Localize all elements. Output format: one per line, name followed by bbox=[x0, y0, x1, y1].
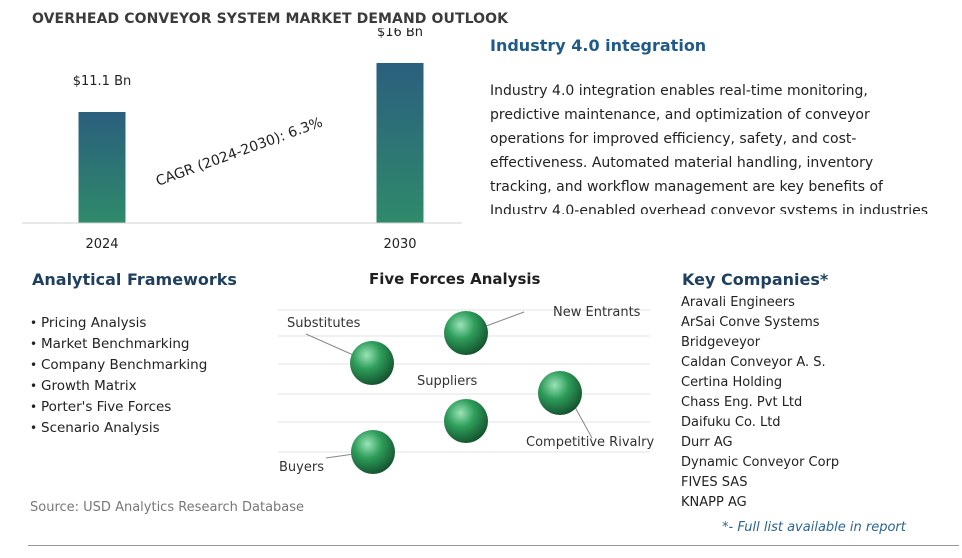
bottom-divider bbox=[28, 545, 959, 546]
list-item: Chass Eng. Pvt Ltd bbox=[681, 395, 803, 410]
competitive-rivalry-label: Competitive Rivalry bbox=[526, 435, 654, 450]
x-tick-label: 2024 bbox=[85, 237, 118, 252]
list-item: Dynamic Conveyor Corp bbox=[681, 455, 840, 470]
list-item: Certina Holding bbox=[681, 375, 783, 390]
suppliers-sphere-icon bbox=[444, 399, 488, 443]
list-item: Company Benchmarking bbox=[30, 355, 207, 376]
source-note: Source: USD Analytics Research Database bbox=[30, 500, 305, 515]
list-item: Aravali Engineers bbox=[681, 295, 795, 310]
list-item: ArSai Conve Systems bbox=[681, 315, 820, 330]
market-bar-chart: $11.1 Bn 2024 $16 Bn 2030 CAGR (2024-2030):… bbox=[22, 28, 462, 252]
buyers-label: Buyers bbox=[279, 460, 324, 475]
list-item: Scenario Analysis bbox=[30, 418, 207, 439]
full-list-note: *- Full list available in report bbox=[722, 520, 906, 535]
list-item: KNAPP AG bbox=[681, 495, 747, 510]
cagr-annotation: CAGR (2024-2030): 6.3% bbox=[154, 114, 325, 189]
list-item: Bridgeveyor bbox=[681, 335, 761, 350]
bar-2030 bbox=[376, 63, 424, 223]
bar-2024 bbox=[78, 112, 126, 223]
bar-value-label: $16 Bn bbox=[377, 28, 423, 40]
bar-value-label: $11.1 Bn bbox=[73, 74, 132, 89]
feature-description: Industry 4.0 integration enables real-ti… bbox=[490, 83, 929, 214]
list-item: FIVES SAS bbox=[681, 475, 748, 490]
x-tick-label: 2030 bbox=[383, 237, 416, 252]
feature-heading: Industry 4.0 integration bbox=[490, 36, 707, 55]
substitutes-label: Substitutes bbox=[287, 316, 361, 331]
five-forces-heading: Five Forces Analysis bbox=[369, 270, 541, 288]
list-item: Growth Matrix bbox=[30, 376, 207, 397]
list-item: Pricing Analysis bbox=[30, 313, 207, 334]
competitive-rivalry-sphere-icon bbox=[538, 371, 582, 415]
substitutes-sphere-icon bbox=[350, 341, 394, 385]
new-entrants-sphere-icon bbox=[444, 311, 488, 355]
list-item: Caldan Conveyor A. S. bbox=[681, 355, 826, 370]
list-item: Market Benchmarking bbox=[30, 334, 207, 355]
list-item: Porter's Five Forces bbox=[30, 397, 207, 418]
suppliers-label: Suppliers bbox=[417, 374, 478, 389]
five-forces-diagram: Substitutes New Entrants Suppliers Compe… bbox=[278, 305, 654, 475]
buyers-sphere-icon bbox=[351, 430, 395, 474]
companies-list: Aravali Engineers ArSai Conve Systems Br… bbox=[681, 293, 839, 513]
list-item: Daifuku Co. Ltd bbox=[681, 415, 781, 430]
frameworks-heading: Analytical Frameworks bbox=[32, 270, 237, 289]
list-item: Durr AG bbox=[681, 435, 733, 450]
page-title: OVERHEAD CONVEYOR SYSTEM MARKET DEMAND O… bbox=[32, 11, 509, 27]
frameworks-list: Pricing Analysis Market Benchmarking Com… bbox=[30, 313, 207, 439]
companies-heading: Key Companies* bbox=[682, 270, 829, 289]
new-entrants-label: New Entrants bbox=[553, 305, 641, 320]
